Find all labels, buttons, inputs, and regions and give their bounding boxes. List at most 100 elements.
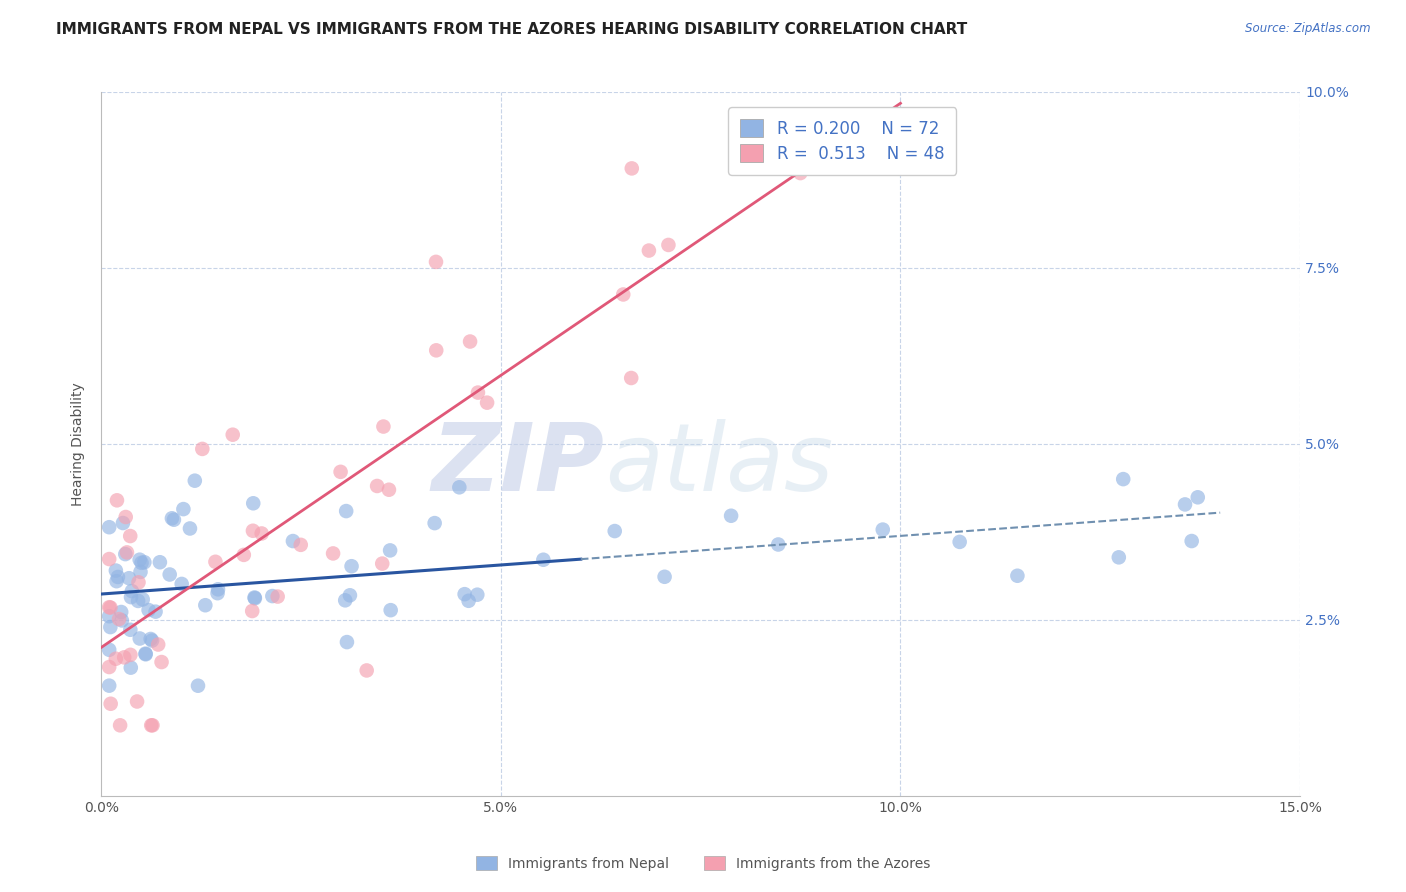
Point xyxy=(949,534,972,549)
Point xyxy=(120,648,142,662)
Point xyxy=(120,623,142,637)
Point xyxy=(620,371,643,385)
Point xyxy=(465,588,488,602)
Point xyxy=(98,620,121,634)
Point xyxy=(121,584,143,599)
Point xyxy=(134,555,156,569)
Point xyxy=(458,334,481,349)
Text: IMMIGRANTS FROM NEPAL VS IMMIGRANTS FROM THE AZORES HEARING DISABILITY CORRELATI: IMMIGRANTS FROM NEPAL VS IMMIGRANTS FROM… xyxy=(56,22,967,37)
Point xyxy=(145,605,167,619)
Point xyxy=(104,564,127,578)
Point xyxy=(107,570,129,584)
Point xyxy=(191,442,214,456)
Point xyxy=(98,552,121,566)
Point xyxy=(335,504,357,518)
Point xyxy=(105,574,128,589)
Point xyxy=(129,565,152,579)
Point xyxy=(281,534,304,549)
Text: atlas: atlas xyxy=(605,419,832,510)
Point xyxy=(149,555,172,569)
Point xyxy=(378,483,401,497)
Point xyxy=(141,633,163,648)
Point xyxy=(179,521,201,535)
Point xyxy=(112,650,135,665)
Point xyxy=(141,718,163,732)
Point xyxy=(373,419,395,434)
Point xyxy=(115,545,138,559)
Point xyxy=(98,609,121,624)
Point xyxy=(120,529,142,543)
Point xyxy=(1007,568,1029,582)
Point xyxy=(262,589,284,603)
Point xyxy=(612,287,634,301)
Point xyxy=(1108,550,1130,565)
Point xyxy=(1181,534,1204,549)
Point xyxy=(120,590,142,604)
Point xyxy=(111,614,134,628)
Point xyxy=(108,718,131,732)
Point xyxy=(1187,491,1209,505)
Point xyxy=(457,594,479,608)
Point xyxy=(371,557,394,571)
Point xyxy=(187,679,209,693)
Point xyxy=(242,496,264,510)
Point xyxy=(232,548,254,562)
Point xyxy=(467,385,489,400)
Point xyxy=(194,598,217,612)
Point xyxy=(425,255,447,269)
Point xyxy=(339,588,361,602)
Point xyxy=(789,166,811,180)
Point xyxy=(98,642,121,657)
Point xyxy=(872,523,894,537)
Point xyxy=(1174,497,1197,511)
Point xyxy=(366,479,388,493)
Point xyxy=(170,577,193,591)
Point xyxy=(98,660,121,674)
Point xyxy=(128,552,150,566)
Point xyxy=(266,590,288,604)
Point xyxy=(335,593,357,607)
Point xyxy=(475,395,498,409)
Point xyxy=(98,679,121,693)
Point xyxy=(114,547,136,561)
Point xyxy=(111,516,134,530)
Point xyxy=(720,508,742,523)
Point xyxy=(172,502,194,516)
Point xyxy=(100,600,122,615)
Point xyxy=(290,538,312,552)
Point xyxy=(114,510,136,524)
Point xyxy=(134,647,156,661)
Point xyxy=(453,587,475,601)
Point xyxy=(657,238,679,252)
Point xyxy=(139,632,162,646)
Point xyxy=(378,543,401,558)
Point xyxy=(340,559,363,574)
Point xyxy=(380,603,402,617)
Legend: R = 0.200    N = 72, R =  0.513    N = 48: R = 0.200 N = 72, R = 0.513 N = 48 xyxy=(728,107,956,175)
Point xyxy=(242,524,264,538)
Point xyxy=(207,586,229,600)
Point xyxy=(118,571,141,585)
Point xyxy=(120,660,142,674)
Point xyxy=(638,244,661,258)
Point xyxy=(127,594,149,608)
Point xyxy=(356,664,378,678)
Point xyxy=(141,718,163,732)
Point xyxy=(222,427,245,442)
Point xyxy=(148,638,170,652)
Point xyxy=(125,694,148,708)
Point xyxy=(98,520,121,534)
Legend: Immigrants from Nepal, Immigrants from the Azores: Immigrants from Nepal, Immigrants from t… xyxy=(471,850,935,876)
Point xyxy=(243,591,266,605)
Point xyxy=(131,592,153,607)
Point xyxy=(603,524,626,538)
Point xyxy=(128,575,150,590)
Point xyxy=(250,526,273,541)
Point xyxy=(768,537,790,551)
Point xyxy=(100,697,122,711)
Point xyxy=(531,553,554,567)
Point xyxy=(243,591,266,606)
Point xyxy=(104,651,127,665)
Point xyxy=(108,612,131,626)
Point xyxy=(425,343,447,358)
